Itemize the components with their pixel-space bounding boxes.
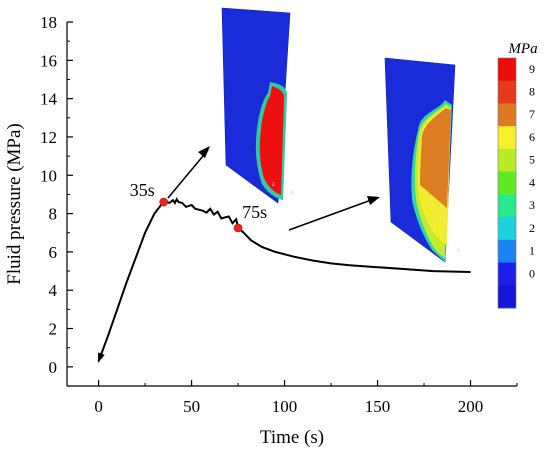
colorbar-swatch [498, 262, 516, 286]
colorbar-swatch [498, 80, 516, 104]
annotation-arrows [167, 146, 380, 231]
colorbar-swatch [498, 217, 516, 241]
y-tick-label: 12 [40, 128, 57, 147]
colorbar: MPa 9 8 7 6 5 4 3 2 1 0 [497, 41, 538, 309]
line-start-arrowhead [97, 352, 105, 363]
x-tick-label: 150 [365, 397, 391, 416]
y-tick-label: 0 [49, 358, 58, 377]
marker-point [159, 197, 168, 207]
marker-label: 35s [130, 180, 155, 200]
colorbar-swatch [498, 239, 516, 264]
colorbar-level-label: 5 [529, 153, 535, 167]
arrow-75s-to-inset [288, 198, 375, 231]
svg-text:z: z [441, 248, 444, 254]
y-tick-label: 6 [49, 243, 58, 262]
colorbar-level-label: 2 [529, 221, 535, 235]
arrowhead-75s [367, 196, 380, 205]
x-tick-label: 50 [183, 397, 200, 416]
colorbar-swatch [498, 103, 516, 127]
y-tick-label: 18 [40, 13, 57, 32]
arrowhead-35s [198, 146, 210, 158]
x-tick-label: 200 [458, 397, 484, 416]
colorbar-swatch [498, 126, 516, 150]
colorbar-level-label: 8 [529, 85, 535, 99]
marker-label: 75s [242, 202, 267, 222]
colorbar-swatch [498, 285, 516, 309]
x-ticks: 0 50 100 150 200 [94, 380, 518, 416]
colorbar-level-label: 3 [529, 198, 535, 212]
y-tick-label: 4 [49, 281, 58, 300]
colorbar-swatch [498, 171, 516, 195]
colorbar-level-label: 1 [529, 244, 535, 258]
colorbar-title: MPa [507, 41, 537, 57]
svg-text:x: x [290, 190, 293, 196]
y-tick-label: 16 [40, 51, 57, 70]
colorbar-swatch [498, 148, 516, 173]
y-tick-label: 2 [49, 320, 58, 339]
colorbar-swatch [498, 194, 516, 218]
colorbar-level-label: 0 [529, 266, 535, 280]
y-axis-label: Fluid pressure (MPa) [4, 123, 25, 284]
x-axis-label: Time (s) [260, 427, 324, 448]
y-tick-label: 8 [49, 205, 58, 224]
inset-75s-contour: z x [384, 57, 460, 263]
colorbar-frame [497, 57, 517, 309]
y-ticks: 0 2 4 6 8 10 12 14 16 18 [40, 13, 73, 377]
colorbar-level-label: 6 [529, 130, 535, 144]
colorbar-level-label: 7 [529, 107, 535, 121]
x-tick-label: 0 [94, 397, 103, 416]
svg-text:z: z [272, 182, 275, 188]
y-tick-label: 14 [40, 90, 58, 109]
colorbar-level-label: 9 [529, 62, 535, 76]
colorbar-swatch [498, 58, 516, 82]
y-tick-label: 10 [40, 166, 57, 185]
axes [66, 22, 517, 387]
inset-35s-contour: z x [221, 7, 293, 204]
x-tick-label: 100 [272, 397, 298, 416]
arrow-35s-to-inset [167, 149, 209, 199]
svg-text:x: x [457, 248, 460, 254]
marker-point [233, 223, 243, 233]
markers: 35s 75s [130, 180, 267, 233]
colorbar-level-label: 4 [529, 175, 535, 189]
